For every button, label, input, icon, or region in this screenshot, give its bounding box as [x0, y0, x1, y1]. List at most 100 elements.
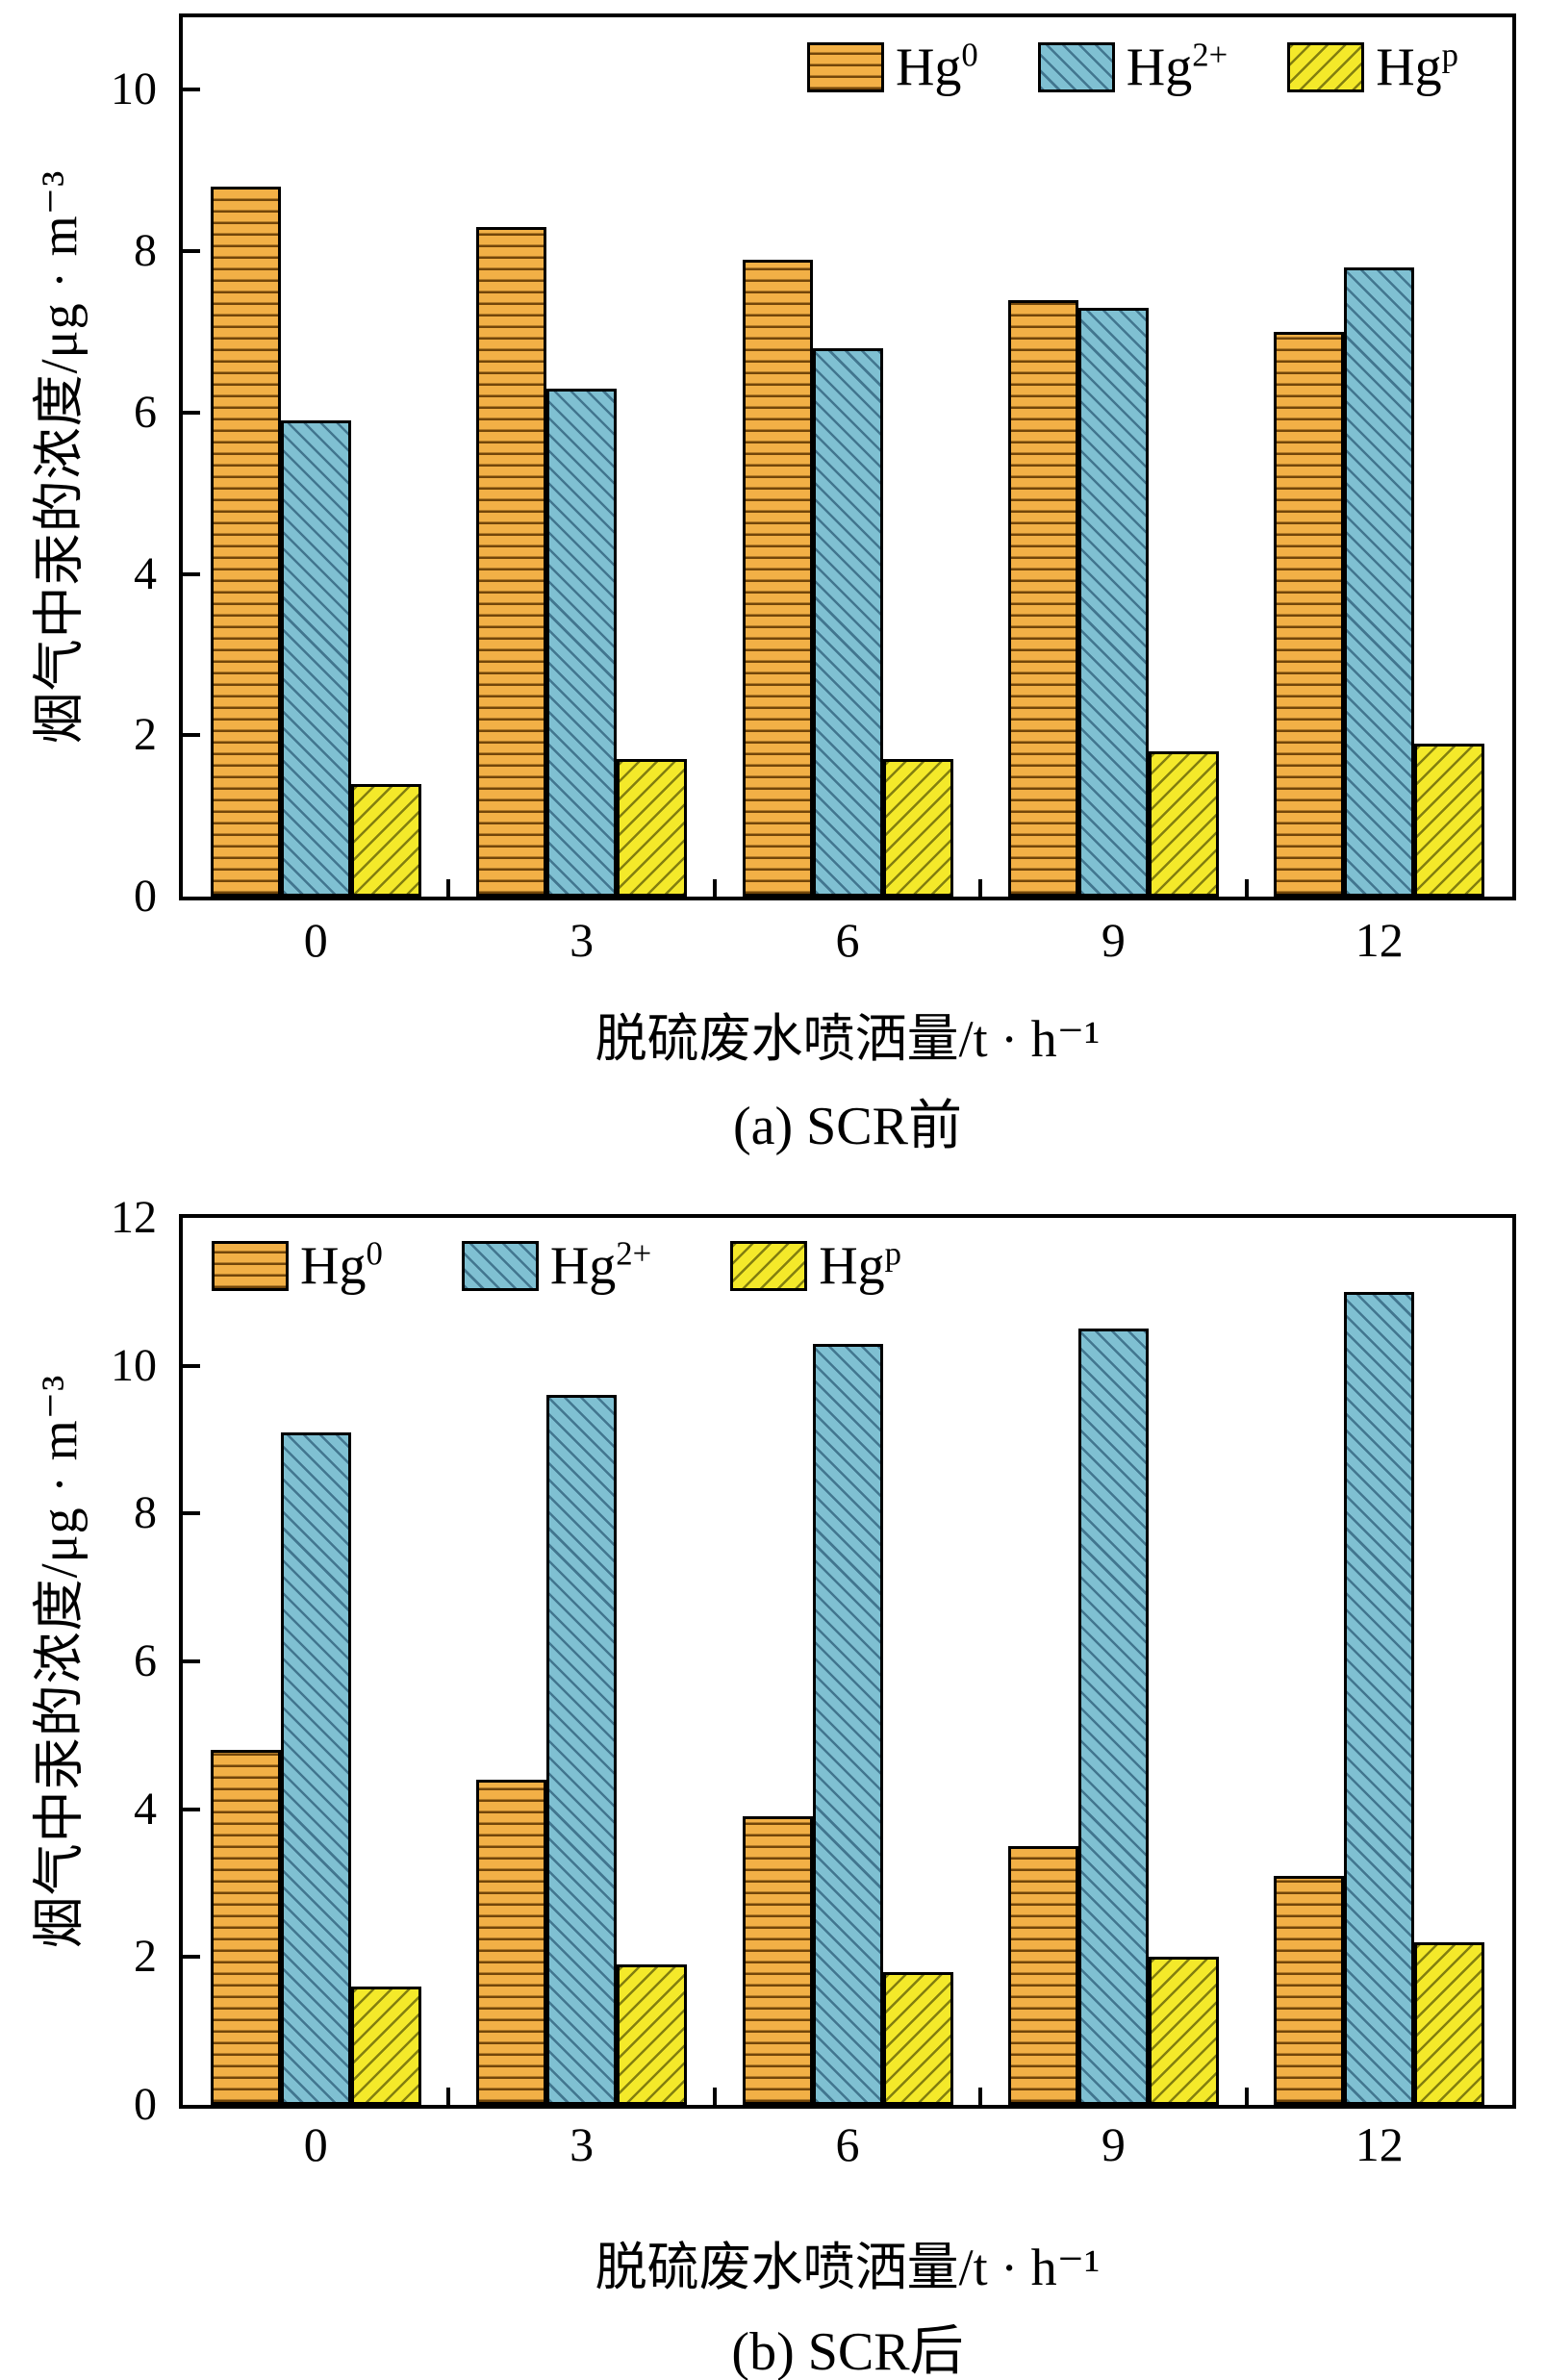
- x-axis-tick: [1244, 2088, 1249, 2105]
- bar-Hgp-x3: [617, 1964, 688, 2105]
- bar-Hg0-x9: [1007, 1846, 1078, 2105]
- bar-Hgp-x0: [350, 1987, 421, 2105]
- y-tick-label: 6: [134, 1635, 157, 1686]
- y-tick-label: 2: [134, 709, 157, 761]
- x-tick-label: 0: [303, 913, 328, 967]
- bar-Hg2+-x12: [1344, 1291, 1415, 2105]
- x-axis-title: 脱硫废水喷洒量/t · h⁻¹: [595, 1010, 1101, 1068]
- bar-Hgp-x12: [1414, 743, 1485, 897]
- legend-swatch-Hg0: [212, 1241, 289, 1291]
- plot-area: Hg0 Hg2+ Hgp: [179, 13, 1516, 900]
- bar-Hg2+-x3: [546, 388, 618, 897]
- bar-Hg0-x6: [742, 1816, 813, 2105]
- y-tick-label: 12: [111, 1192, 157, 1243]
- legend-swatch-Hg0: [806, 42, 884, 92]
- bar-Hg0-x6: [742, 259, 813, 897]
- legend-swatch-Hgp: [1287, 42, 1365, 92]
- x-axis-tick: [1244, 879, 1249, 897]
- legend-item-Hgp: Hgp: [1287, 36, 1458, 97]
- legend-label-Hg0: Hg0: [895, 36, 978, 97]
- bar-Hg0-x3: [476, 227, 547, 897]
- legend-swatch-Hg2+: [461, 1241, 539, 1291]
- x-tick-label: 6: [835, 2117, 860, 2171]
- y-tick-label: 2: [134, 1931, 157, 1983]
- bar-Hg0-x12: [1274, 332, 1345, 897]
- legend-item-Hg0: Hg0: [806, 36, 978, 97]
- y-tick-label: 8: [134, 225, 157, 277]
- x-tick-label: 12: [1355, 913, 1404, 967]
- x-axis-title: 脱硫废水喷洒量/t · h⁻¹: [595, 2239, 1101, 2296]
- x-tick-label: 9: [1101, 2117, 1126, 2171]
- bar-Hg2+-x6: [812, 1343, 883, 2105]
- y-tick-label: 4: [134, 547, 157, 599]
- legend-swatch-Hg2+: [1037, 42, 1115, 92]
- y-tick-label: 8: [134, 1487, 157, 1539]
- y-tick-label: 4: [134, 1783, 157, 1835]
- bar-Hg2+-x3: [546, 1395, 618, 2105]
- bar-Hg2+-x12: [1344, 266, 1415, 897]
- y-axis-tick: [183, 1659, 200, 1663]
- bar-Hgp-x12: [1414, 1941, 1485, 2105]
- bar-Hg0-x0: [210, 1750, 281, 2105]
- bar-Hg2+-x6: [812, 347, 883, 897]
- x-tick-label: 3: [570, 913, 595, 967]
- y-axis-tick: [183, 1955, 200, 1960]
- legend-label-Hgp: Hgp: [819, 1234, 902, 1296]
- y-axis-tick: [183, 1511, 200, 1516]
- y-axis-tick: [183, 733, 200, 738]
- bar-Hg2+-x9: [1077, 307, 1149, 897]
- bar-Hgp-x9: [1148, 751, 1219, 897]
- legend-label-Hg2+: Hg2+: [1126, 36, 1228, 97]
- bar-Hgp-x6: [882, 1971, 953, 2105]
- bar-Hg2+-x9: [1077, 1329, 1149, 2105]
- bar-Hgp-x6: [882, 759, 953, 897]
- chart-subtitle: (b) SCR后: [731, 2322, 964, 2380]
- x-tick-label: 12: [1355, 2117, 1404, 2171]
- x-tick-label: 6: [835, 913, 860, 967]
- plot-area: Hg0 Hg2+ Hgp: [179, 1214, 1516, 2109]
- chart-scr-after: 烟气中汞的浓度/μg · m⁻³ Hg0 Hg2+ Hgp 脱硫废水喷洒量/t · …: [0, 1164, 1545, 2380]
- x-tick-label: 9: [1101, 913, 1126, 967]
- chart-subtitle: (a) SCR前: [733, 1097, 962, 1156]
- legend-swatch-Hgp: [730, 1241, 808, 1291]
- legend: Hg0 Hg2+ Hgp: [212, 1234, 902, 1296]
- x-axis-tick: [446, 879, 451, 897]
- x-axis-tick: [712, 879, 717, 897]
- bar-Hg0-x0: [210, 187, 281, 897]
- x-tick-label: 0: [303, 2117, 328, 2171]
- legend-label-Hg0: Hg0: [300, 1234, 383, 1296]
- bar-Hg0-x12: [1274, 1875, 1345, 2105]
- y-axis-tick: [183, 249, 200, 254]
- y-axis-tick: [183, 88, 200, 92]
- y-tick-label: 0: [134, 2079, 157, 2130]
- bar-Hg0-x9: [1007, 299, 1078, 897]
- legend: Hg0 Hg2+ Hgp: [806, 36, 1458, 97]
- x-axis-tick: [712, 2088, 717, 2105]
- legend-item-Hg2+: Hg2+: [1037, 36, 1228, 97]
- x-tick-label: 3: [570, 2117, 595, 2171]
- x-axis-tick: [978, 879, 983, 897]
- legend-item-Hg0: Hg0: [212, 1234, 383, 1296]
- y-axis-tick: [183, 1363, 200, 1368]
- y-tick-label: 10: [111, 1339, 157, 1391]
- y-axis-tick: [183, 410, 200, 415]
- chart-scr-before: 烟气中汞的浓度/μg · m⁻³ Hg0 Hg2+ Hgp 脱硫废水喷洒量/t · …: [0, 0, 1545, 1164]
- bar-Hg0-x3: [476, 1779, 547, 2105]
- x-axis-tick: [978, 2088, 983, 2105]
- y-tick-label: 0: [134, 871, 157, 922]
- legend-label-Hg2+: Hg2+: [549, 1234, 652, 1296]
- y-tick-label: 10: [111, 63, 157, 115]
- legend-item-Hg2+: Hg2+: [461, 1234, 652, 1296]
- legend-item-Hgp: Hgp: [730, 1234, 902, 1296]
- bar-Hgp-x3: [617, 759, 688, 897]
- legend-label-Hgp: Hgp: [1376, 36, 1458, 97]
- y-axis-tick: [183, 571, 200, 576]
- bar-Hg2+-x0: [280, 420, 351, 897]
- y-tick-label: 6: [134, 386, 157, 438]
- bar-Hg2+-x0: [280, 1431, 351, 2105]
- x-axis-tick: [446, 2088, 451, 2105]
- bar-Hgp-x9: [1148, 1957, 1219, 2105]
- bar-Hgp-x0: [350, 783, 421, 897]
- y-axis-tick: [183, 1807, 200, 1811]
